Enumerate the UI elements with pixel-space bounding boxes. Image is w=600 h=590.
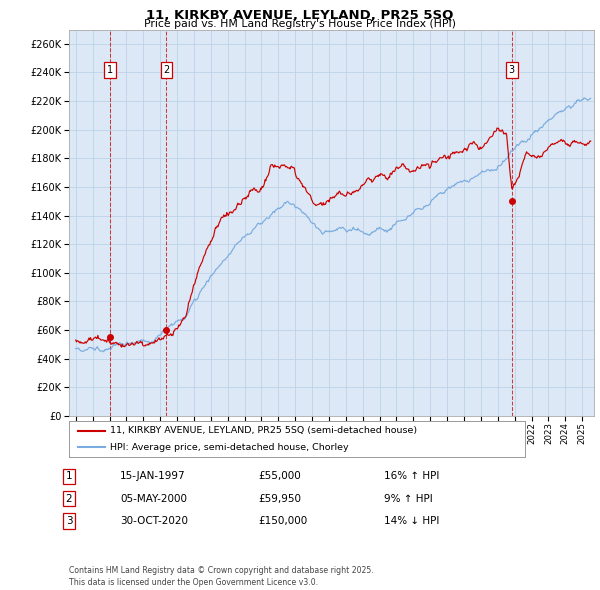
Text: 11, KIRKBY AVENUE, LEYLAND, PR25 5SQ: 11, KIRKBY AVENUE, LEYLAND, PR25 5SQ [146, 9, 454, 22]
Text: 15-JAN-1997: 15-JAN-1997 [120, 471, 185, 481]
Text: HPI: Average price, semi-detached house, Chorley: HPI: Average price, semi-detached house,… [110, 443, 349, 452]
Text: £59,950: £59,950 [258, 494, 301, 503]
Text: Price paid vs. HM Land Registry's House Price Index (HPI): Price paid vs. HM Land Registry's House … [144, 19, 456, 29]
Text: 3: 3 [509, 65, 515, 75]
Text: 2: 2 [65, 494, 73, 503]
Text: £150,000: £150,000 [258, 516, 307, 526]
Text: £55,000: £55,000 [258, 471, 301, 481]
Text: 3: 3 [65, 516, 73, 526]
Text: Contains HM Land Registry data © Crown copyright and database right 2025.
This d: Contains HM Land Registry data © Crown c… [69, 566, 374, 587]
Text: 9% ↑ HPI: 9% ↑ HPI [384, 494, 433, 503]
Text: 11, KIRKBY AVENUE, LEYLAND, PR25 5SQ (semi-detached house): 11, KIRKBY AVENUE, LEYLAND, PR25 5SQ (se… [110, 426, 417, 435]
Text: 1: 1 [107, 65, 113, 75]
Text: 1: 1 [65, 471, 73, 481]
Text: 30-OCT-2020: 30-OCT-2020 [120, 516, 188, 526]
Text: 05-MAY-2000: 05-MAY-2000 [120, 494, 187, 503]
Text: 2: 2 [163, 65, 170, 75]
Text: 16% ↑ HPI: 16% ↑ HPI [384, 471, 439, 481]
Text: 14% ↓ HPI: 14% ↓ HPI [384, 516, 439, 526]
